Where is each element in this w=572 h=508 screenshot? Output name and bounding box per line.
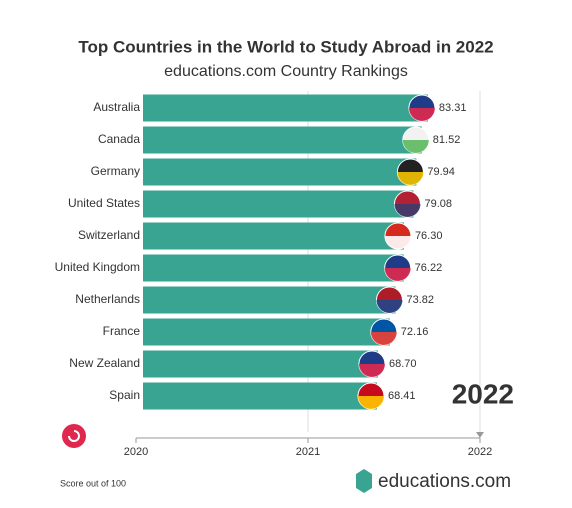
bar (143, 382, 377, 410)
value-label: 76.30 (415, 230, 443, 242)
bar (143, 254, 404, 282)
flag-detail (357, 396, 384, 410)
flag-detail (397, 172, 424, 186)
replay-circle[interactable] (62, 424, 86, 448)
flag-detail (402, 140, 429, 153)
y-tick-label: Canada (98, 132, 140, 146)
footnote: Score out of 100 (60, 478, 126, 488)
y-tick-label: Spain (109, 388, 140, 402)
current-year: 2022 (452, 378, 514, 409)
flag-detail (384, 268, 411, 281)
value-label: 76.22 (415, 262, 443, 274)
y-tick-label: Netherlands (75, 292, 140, 306)
value-label: 68.70 (389, 358, 417, 370)
value-label: 81.52 (433, 134, 461, 146)
flag-detail (394, 204, 421, 218)
bar (143, 350, 378, 378)
chart-subtitle: educations.com Country Rankings (164, 63, 408, 80)
value-label: 68.41 (388, 390, 416, 402)
value-label: 83.31 (439, 102, 467, 114)
logo: educations.com (356, 469, 511, 493)
value-label: 73.82 (406, 294, 434, 306)
y-tick-label: Australia (93, 100, 140, 114)
bar (143, 94, 428, 122)
flag-detail (376, 300, 403, 313)
y-tick-label: Switzerland (78, 228, 140, 242)
bar (143, 190, 414, 218)
bar (143, 158, 417, 186)
flag-detail (408, 108, 435, 121)
logo-icon (356, 469, 372, 493)
flag-detail (358, 364, 385, 378)
flag-detail (384, 236, 411, 249)
chart-title: Top Countries in the World to Study Abro… (78, 37, 493, 56)
y-tick-label: United Kingdom (55, 260, 140, 274)
bar (143, 318, 390, 346)
timeline-marker (476, 432, 484, 438)
timeline-tick-label: 2020 (124, 446, 148, 458)
y-tick-label: New Zealand (69, 356, 140, 370)
timeline-tick-label: 2022 (468, 446, 492, 458)
y-tick-label: Germany (91, 164, 140, 178)
bar (143, 222, 404, 250)
y-tick-label: France (103, 324, 141, 338)
timeline-tick-label: 2021 (296, 446, 320, 458)
replay-icon[interactable] (68, 430, 80, 442)
value-label: 79.94 (427, 166, 455, 178)
logo-text: educations.com (378, 471, 511, 492)
y-tick-label: United States (68, 196, 140, 210)
value-label: 79.08 (424, 198, 452, 210)
bar (143, 286, 396, 314)
bar (143, 126, 422, 154)
value-label: 72.16 (401, 326, 429, 338)
flag-detail (370, 332, 397, 345)
replay-button[interactable] (62, 424, 86, 448)
